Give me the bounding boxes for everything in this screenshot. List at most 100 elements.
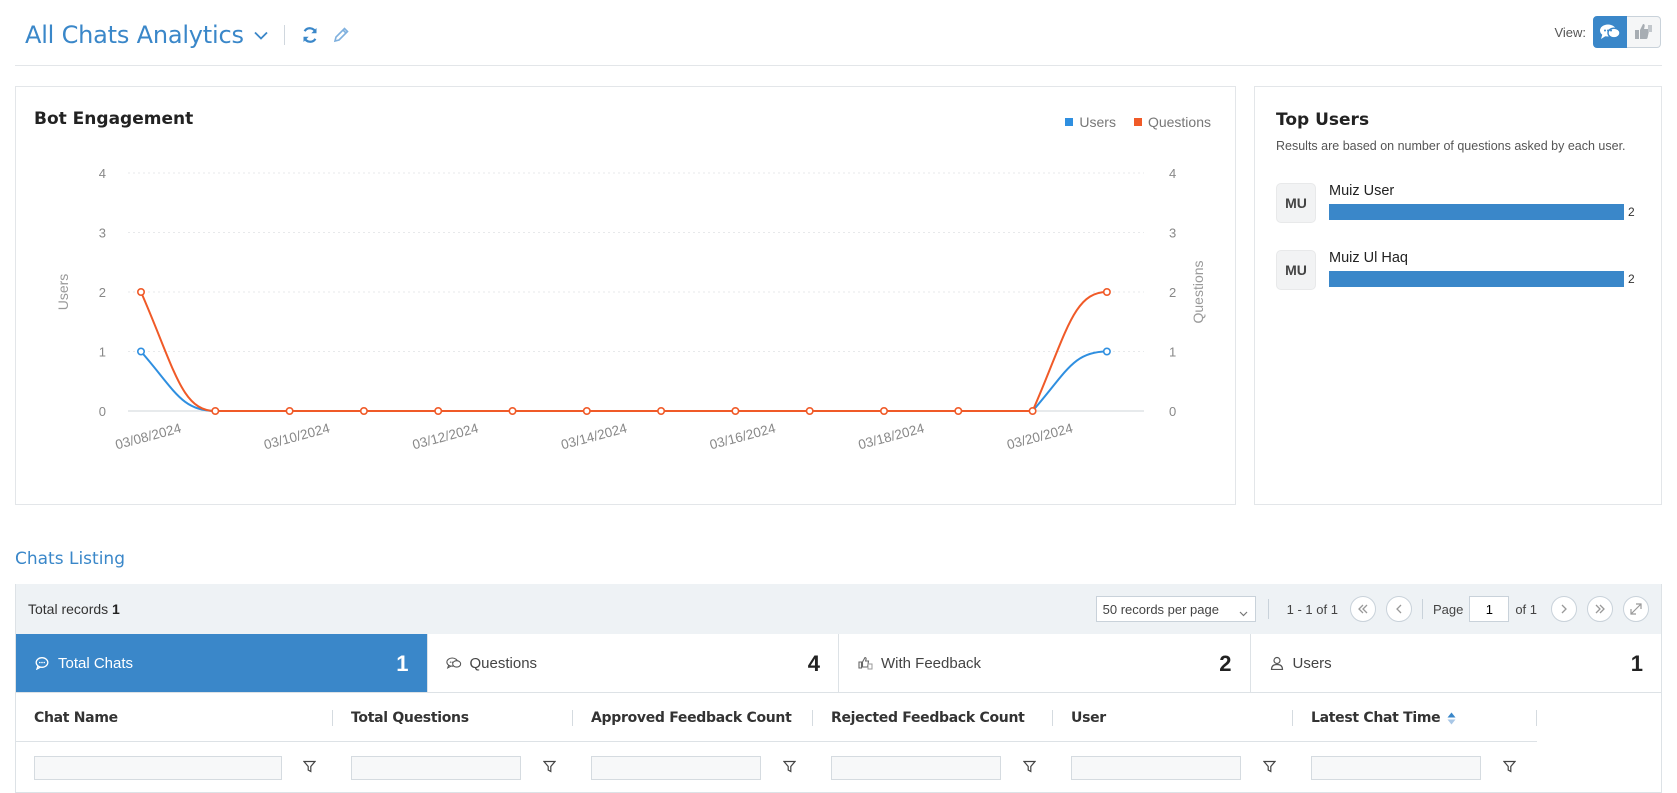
page-header: All Chats Analytics	[25, 17, 361, 53]
pager-range: 1 - 1 of 1	[1286, 601, 1338, 617]
legend-swatch-questions	[1133, 118, 1142, 126]
tab-with-feedback[interactable]: With Feedback 2	[839, 634, 1251, 692]
filter-icon[interactable]	[302, 760, 317, 774]
grid-toolbar: Total records 1 50 records per page 1 - …	[16, 584, 1661, 634]
chevron-left-icon	[1396, 604, 1402, 614]
pager: 50 records per page 1 - 1 of 1 Page of 1	[1095, 596, 1649, 622]
page-of-label: of 1	[1515, 601, 1537, 617]
double-chevron-left-icon	[1358, 604, 1368, 614]
chat-bubbles-icon	[1600, 24, 1621, 39]
tab-questions[interactable]: Questions 4	[427, 634, 839, 692]
pager-divider	[1421, 599, 1423, 619]
filter-input-rejected-feedback[interactable]	[831, 756, 1001, 780]
legend-swatch-users	[1065, 118, 1074, 126]
top-user-name: Muiz User	[1329, 183, 1395, 199]
tab-total-chats[interactable]: Total Chats 1	[16, 634, 428, 692]
chat-bubble-icon	[34, 655, 50, 671]
tab-count: 4	[807, 651, 820, 676]
top-user-bar	[1329, 271, 1624, 287]
x-tick-label: 03/18/2024	[857, 420, 927, 452]
top-user-row[interactable]: MU Muiz User 2	[1276, 183, 1646, 225]
filter-icon[interactable]	[1022, 760, 1037, 774]
data-point-questions	[285, 406, 294, 415]
filter-icon[interactable]	[1262, 760, 1277, 774]
y-tick-label-right: 1	[1169, 345, 1176, 360]
tab-users[interactable]: Users 1	[1250, 634, 1661, 692]
y-tick-label-left: 4	[99, 166, 106, 181]
column-header-chat-name[interactable]: Chat Name	[16, 694, 333, 742]
grid-column-headers: Chat Name Total Questions Approved Feedb…	[16, 694, 1537, 742]
chats-grid: Total records 1 50 records per page 1 - …	[15, 584, 1662, 793]
tab-label: Total Chats	[58, 654, 134, 672]
top-users-title: Top Users	[1276, 110, 1370, 130]
chart-legend: Users Questions	[1047, 114, 1211, 130]
x-tick-label: 03/14/2024	[559, 420, 629, 452]
records-per-page-select[interactable]: 50 records per page	[1095, 596, 1256, 622]
chevron-right-icon	[1561, 604, 1567, 614]
filter-input-total-questions[interactable]	[351, 756, 521, 780]
column-header-total-questions[interactable]: Total Questions	[333, 694, 573, 742]
y-tick-label-left: 3	[99, 226, 106, 241]
column-header-approved-feedback[interactable]: Approved Feedback Count	[573, 694, 813, 742]
feedback-view-button[interactable]	[1627, 16, 1661, 48]
filter-icon[interactable]	[782, 760, 797, 774]
total-records: Total records 1	[28, 601, 120, 617]
data-point-questions	[954, 406, 963, 415]
column-header-label: Latest Chat Time	[1311, 710, 1441, 726]
filter-cell	[333, 742, 573, 792]
data-point-questions	[582, 406, 591, 415]
filter-icon[interactable]	[1502, 760, 1517, 774]
column-header-user[interactable]: User	[1053, 694, 1293, 742]
summary-tabs: Total Chats 1 Questions 4 With Feedback …	[16, 634, 1661, 693]
view-label: View:	[1554, 24, 1586, 40]
filter-cell	[813, 742, 1053, 792]
y-tick-label-right: 0	[1169, 404, 1176, 419]
y-tick-label-right: 3	[1169, 226, 1176, 241]
refresh-icon[interactable]	[299, 24, 321, 46]
last-page-button[interactable]	[1587, 596, 1613, 622]
filter-input-user[interactable]	[1071, 756, 1241, 780]
feedback-icon	[857, 655, 873, 671]
edit-pencil-icon[interactable]	[330, 24, 352, 46]
top-users-panel: Top Users Results are based on number of…	[1254, 86, 1662, 505]
chats-listing-title: Chats Listing	[15, 549, 125, 569]
chevron-down-icon	[1239, 605, 1248, 620]
top-user-bar	[1329, 204, 1624, 220]
data-point-questions	[434, 406, 443, 415]
filter-icon[interactable]	[542, 760, 557, 774]
y-tick-label-left: 1	[99, 345, 106, 360]
legend-item-users[interactable]: Users	[1065, 114, 1116, 130]
column-header-latest-chat-time[interactable]: Latest Chat Time	[1293, 694, 1537, 742]
top-user-value: 2	[1628, 272, 1635, 286]
data-point-users	[137, 347, 146, 356]
pager-divider	[1267, 599, 1269, 619]
expand-icon	[1630, 603, 1642, 615]
legend-item-questions[interactable]: Questions	[1133, 114, 1211, 130]
chat-view-button[interactable]	[1593, 16, 1627, 48]
page-title[interactable]: All Chats Analytics	[25, 21, 244, 49]
records-per-page-value: 50 records per page	[1102, 601, 1219, 617]
data-point-questions	[879, 406, 888, 415]
sort-icon[interactable]	[1447, 712, 1456, 725]
top-user-row[interactable]: MU Muiz Ul Haq 2	[1276, 250, 1646, 292]
chevron-down-icon[interactable]	[254, 28, 268, 42]
page-number-input[interactable]	[1469, 596, 1510, 622]
data-point-questions	[1102, 288, 1111, 297]
filter-input-latest-chat-time[interactable]	[1311, 756, 1481, 780]
bot-engagement-title: Bot Engagement	[34, 109, 194, 129]
next-page-button[interactable]	[1551, 596, 1577, 622]
filter-cell	[16, 742, 333, 792]
first-page-button[interactable]	[1349, 596, 1376, 622]
column-header-rejected-feedback[interactable]: Rejected Feedback Count	[813, 694, 1053, 742]
filter-input-approved-feedback[interactable]	[591, 756, 761, 780]
filter-input-chat-name[interactable]	[34, 756, 282, 780]
thumbs-icon	[1634, 24, 1652, 39]
data-point-questions	[359, 406, 368, 415]
page-label: Page	[1432, 601, 1464, 617]
top-users-subtitle: Results are based on number of questions…	[1276, 139, 1626, 153]
header-rule	[15, 65, 1662, 66]
y-tick-label-left: 2	[99, 285, 106, 300]
prev-page-button[interactable]	[1385, 596, 1412, 622]
fullscreen-button[interactable]	[1623, 596, 1649, 622]
header-divider	[283, 25, 285, 45]
